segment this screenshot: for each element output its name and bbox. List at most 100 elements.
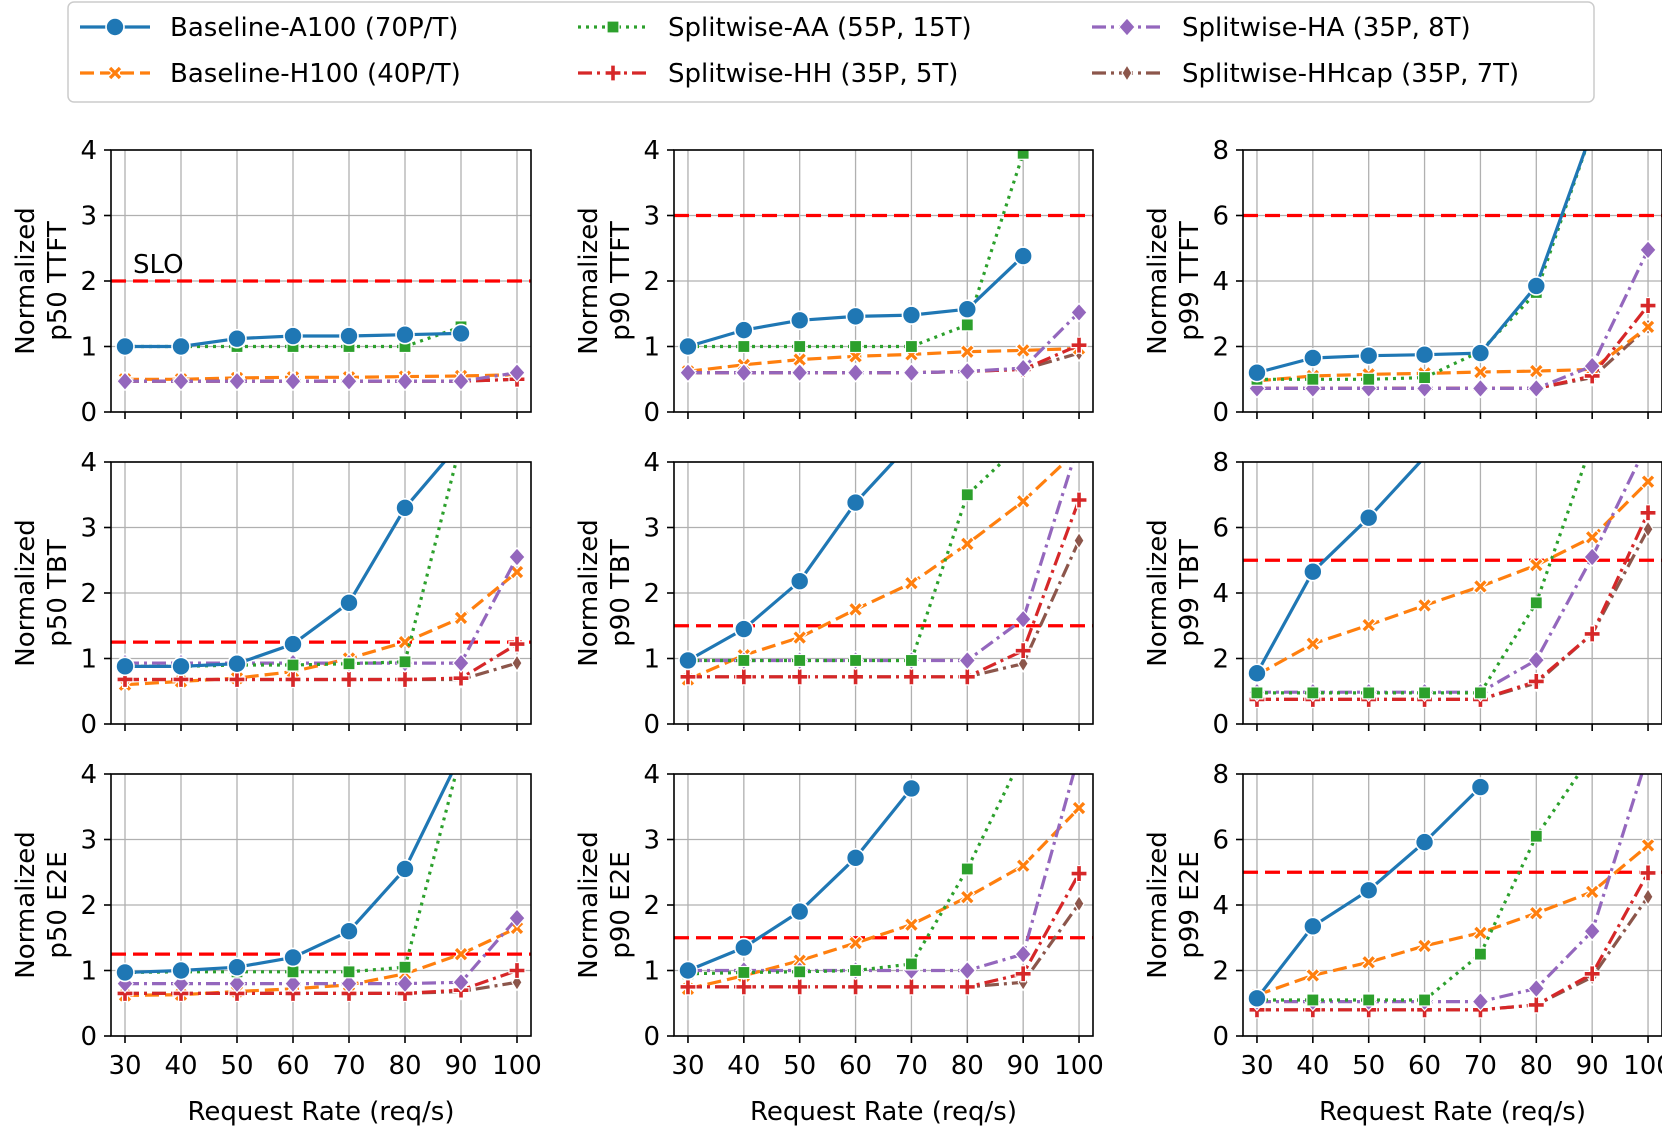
data-point-ha bbox=[452, 371, 470, 392]
subplot-1-2: 0 1 2 3 4 Normalizedp90 TTFT bbox=[574, 136, 1094, 428]
legend-item-h100: Baseline-H100 (40P/T) bbox=[80, 59, 461, 89]
data-point-ha bbox=[958, 650, 977, 671]
data-point-h100 bbox=[1472, 578, 1489, 595]
data-point-aa bbox=[1362, 686, 1376, 700]
data-point-hhcap bbox=[1017, 654, 1029, 673]
series-a100 bbox=[678, 246, 1033, 357]
data-point-h100 bbox=[453, 946, 469, 962]
data-point-hhcap bbox=[1642, 520, 1654, 539]
y-tick-label: 2 bbox=[643, 579, 660, 609]
x-tick-label: 90 bbox=[1007, 1051, 1040, 1081]
data-point-a100 bbox=[1414, 344, 1435, 365]
y-tick-label: 0 bbox=[643, 1022, 660, 1052]
data-point-ha bbox=[340, 973, 358, 994]
data-point-a100 bbox=[227, 653, 247, 674]
y-axis-label: Normalizedp90 E2E bbox=[574, 831, 636, 978]
data-point-h100 bbox=[1360, 954, 1377, 971]
data-point-aa bbox=[1529, 829, 1543, 843]
data-point-a100 bbox=[1303, 561, 1323, 582]
grid bbox=[674, 773, 1093, 1037]
series-a100 bbox=[115, 323, 471, 357]
series-line-hh bbox=[125, 968, 518, 995]
y-tick-label: 3 bbox=[643, 202, 660, 232]
series-aa bbox=[681, 150, 1030, 354]
data-point-a100 bbox=[845, 306, 866, 327]
data-point-a100 bbox=[227, 328, 247, 349]
data-point-a100 bbox=[339, 326, 359, 346]
data-point-a100 bbox=[451, 323, 471, 344]
data-point-aa bbox=[1362, 993, 1376, 1007]
series-aa bbox=[681, 774, 1016, 981]
series-line-hh bbox=[688, 499, 1081, 679]
data-point-aa bbox=[342, 965, 356, 979]
data-point-hh bbox=[1639, 864, 1657, 882]
grid bbox=[674, 461, 1093, 725]
y-axis-label: Normalizedp50 E2E bbox=[11, 831, 73, 978]
subplot-2-3: 0 2 4 6 8 Normalizedp99 TBT bbox=[1143, 448, 1662, 740]
series-line-ha bbox=[125, 917, 519, 986]
series-line-hh bbox=[1257, 512, 1650, 701]
y-tick-label: 2 bbox=[1212, 645, 1229, 675]
data-point-aa bbox=[1016, 150, 1030, 160]
data-point-hh bbox=[1070, 491, 1088, 509]
series-line-h100 bbox=[687, 806, 1081, 991]
legend-label-h100: Baseline-H100 (40P/T) bbox=[170, 59, 461, 89]
data-point-aa bbox=[960, 318, 974, 332]
series-hh bbox=[116, 635, 526, 689]
data-point-h100 bbox=[1304, 967, 1321, 984]
y-tick-label: 3 bbox=[80, 826, 97, 856]
data-point-ha bbox=[228, 371, 246, 392]
data-point-aa bbox=[793, 339, 807, 354]
series-a100 bbox=[1247, 777, 1491, 1009]
data-point-ha bbox=[1583, 356, 1601, 377]
data-point-ha bbox=[508, 547, 526, 567]
series-ha bbox=[116, 547, 526, 673]
series-line-ha bbox=[125, 556, 519, 665]
data-point-aa bbox=[398, 655, 412, 669]
y-tick-label: 2 bbox=[80, 891, 97, 921]
data-point-aa bbox=[793, 653, 807, 668]
y-tick-label: 8 bbox=[1212, 136, 1229, 166]
series-aa bbox=[1250, 462, 1588, 700]
series-ha bbox=[1248, 239, 1657, 399]
data-point-aa bbox=[1417, 371, 1432, 385]
legend-label-hh: Splitwise-HH (35P, 5T) bbox=[668, 59, 958, 89]
data-point-ha bbox=[846, 362, 865, 383]
data-point-hh bbox=[1070, 864, 1088, 883]
y-tick-label: 0 bbox=[1212, 710, 1229, 740]
slo-label: SLO bbox=[133, 250, 184, 280]
series-line-ha bbox=[125, 371, 518, 383]
data-point-hh bbox=[284, 670, 302, 689]
data-point-a100 bbox=[1470, 777, 1491, 797]
data-point-hh bbox=[846, 978, 865, 996]
y-tick-label: 1 bbox=[80, 957, 97, 987]
data-point-hhcap bbox=[1073, 894, 1085, 913]
legend-marker-aa bbox=[606, 20, 620, 34]
data-point-a100 bbox=[171, 336, 191, 357]
x-axis-label: Request Rate (req/s) bbox=[188, 1097, 455, 1127]
series-aa bbox=[1250, 774, 1581, 1007]
data-point-aa bbox=[848, 339, 863, 354]
series-line-ha bbox=[688, 774, 1076, 973]
data-point-a100 bbox=[115, 336, 135, 357]
x-tick-label: 50 bbox=[783, 1051, 816, 1081]
y-tick-label: 0 bbox=[80, 1022, 97, 1052]
data-point-h100 bbox=[1528, 557, 1545, 574]
y-tick-label: 1 bbox=[643, 957, 660, 987]
data-point-h100 bbox=[453, 610, 469, 626]
data-point-hh bbox=[902, 978, 921, 996]
series-h100 bbox=[1249, 473, 1656, 683]
data-point-h100 bbox=[1416, 597, 1433, 614]
series-line-hh bbox=[125, 642, 518, 682]
data-point-ha bbox=[116, 371, 134, 392]
data-point-a100 bbox=[678, 960, 698, 981]
y-axis-label: Normalizedp90 TBT bbox=[574, 519, 636, 666]
data-point-a100 bbox=[901, 778, 922, 799]
y-tick-label: 1 bbox=[80, 645, 97, 675]
data-point-hh bbox=[1014, 642, 1032, 660]
y-tick-label: 3 bbox=[80, 514, 97, 544]
y-axis-label: Normalizedp50 TTFT bbox=[11, 207, 73, 354]
data-point-aa bbox=[1473, 947, 1488, 961]
series-aa bbox=[681, 462, 1005, 668]
y-tick-label: 0 bbox=[1212, 398, 1229, 428]
